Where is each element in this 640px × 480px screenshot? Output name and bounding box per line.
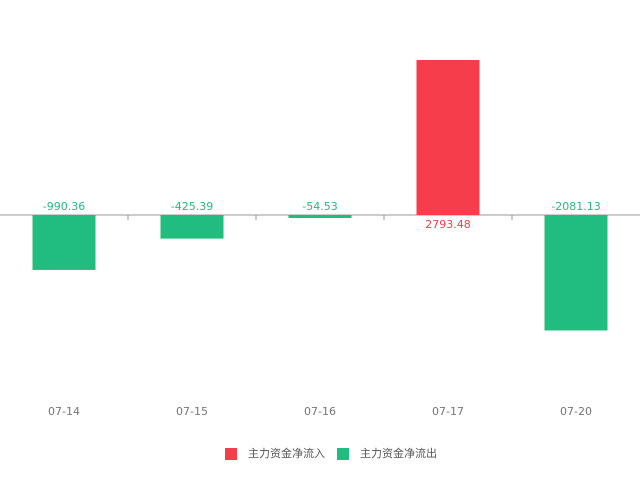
x-tick-label: 07-17: [432, 405, 464, 418]
legend-label: 主力资金净流入: [248, 446, 325, 460]
x-tick-label: 07-15: [176, 405, 208, 418]
bar: [288, 215, 352, 219]
legend-label: 主力资金净流出: [360, 446, 437, 460]
data-label: -990.36: [43, 200, 85, 213]
bar: [32, 215, 96, 270]
x-tick-label: 07-16: [304, 405, 336, 418]
legend-swatch: [337, 448, 349, 460]
bar: [416, 60, 480, 215]
bar: [544, 215, 608, 331]
x-tick-label: 07-20: [560, 405, 592, 418]
data-label: -2081.13: [551, 200, 600, 213]
data-label: -425.39: [171, 200, 213, 213]
x-tick-label: 07-14: [48, 405, 80, 418]
data-label: 2793.48: [425, 218, 471, 231]
legend-swatch: [225, 448, 237, 460]
bar: [160, 215, 224, 239]
data-label: -54.53: [302, 200, 337, 213]
